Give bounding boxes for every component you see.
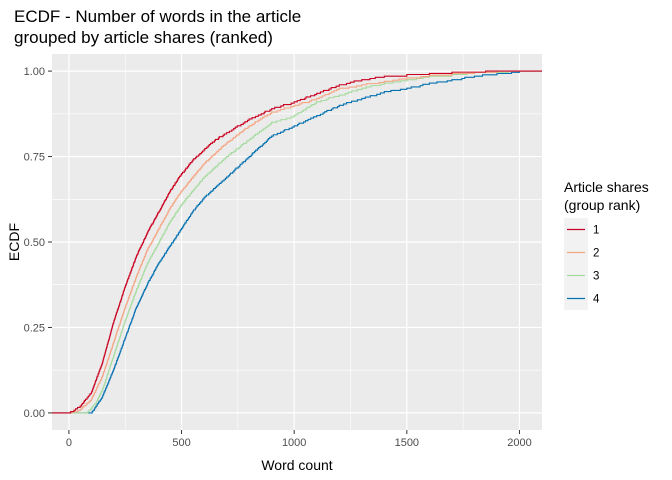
axis-ticks: 0 500 1000 1500 2000 0.00 0.25 0.50 0.75 1.00 — [24, 66, 532, 449]
y-axis-title: ECDF — [6, 223, 22, 261]
legend-label-4: 4 — [593, 294, 600, 306]
legend-label-1: 1 — [593, 225, 599, 237]
y-tick-label: 0.75 — [24, 152, 45, 164]
ecdf-line-series-3 — [52, 70, 542, 414]
ecdf-line-series-2 — [52, 70, 542, 414]
legend-label-2: 2 — [593, 248, 599, 260]
x-tick-label: 0 — [66, 437, 72, 449]
gridlines — [52, 54, 542, 430]
legend: Article shares (group rank) 1 2 3 4 — [564, 179, 649, 310]
legend-items: 1 2 3 4 — [564, 218, 600, 310]
y-tick-label: 1.00 — [24, 66, 45, 78]
legend-label-3: 3 — [593, 271, 599, 283]
x-tick-label: 2000 — [507, 437, 531, 449]
chart-title-line-1: ECDF - Number of words in the article — [14, 7, 301, 26]
y-tick-label: 0.25 — [24, 322, 45, 334]
chart-title-line-2: grouped by article shares (ranked) — [14, 28, 273, 47]
x-tick-label: 1500 — [395, 437, 419, 449]
x-tick-label: 1000 — [282, 437, 306, 449]
y-tick-label: 0.50 — [24, 237, 45, 249]
legend-title-line-2: (group rank) — [564, 197, 640, 213]
y-tick-label: 0.00 — [24, 408, 45, 420]
series-lines — [52, 70, 542, 414]
x-axis-title: Word count — [261, 457, 332, 473]
legend-title-line-1: Article shares — [564, 179, 649, 195]
ecdf-line-series-4 — [52, 70, 542, 414]
ecdf-line-series-1 — [52, 70, 542, 414]
x-tick-label: 500 — [172, 437, 190, 449]
